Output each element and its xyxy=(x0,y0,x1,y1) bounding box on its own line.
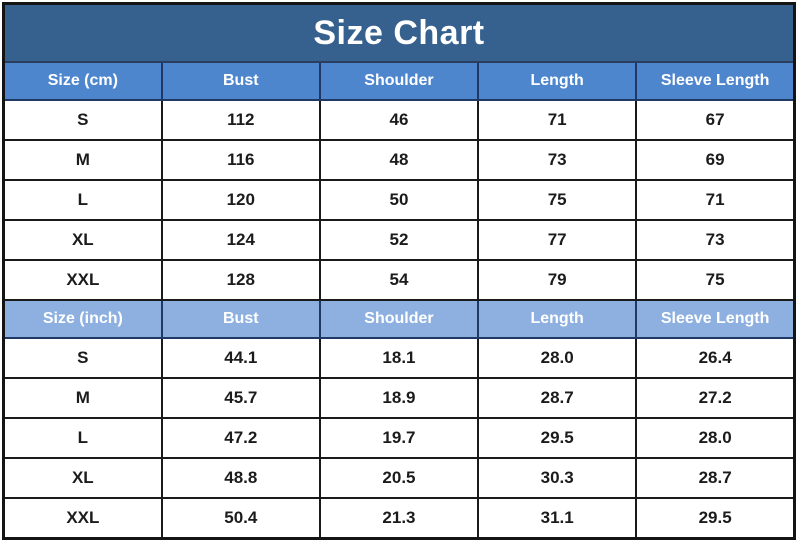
header-row-cm: Size (cm) Bust Shoulder Length Sleeve Le… xyxy=(2,61,796,101)
page-title: Size Chart xyxy=(2,2,796,63)
length-cell: 29.5 xyxy=(477,417,638,459)
shoulder-cell: 21.3 xyxy=(318,497,480,540)
size-cell: S xyxy=(2,337,163,379)
bust-cell: 124 xyxy=(160,219,321,261)
sleeve-length-cell: 28.0 xyxy=(635,417,796,459)
header-cell-bust: Bust xyxy=(160,61,321,101)
size-cell: S xyxy=(2,99,163,141)
size-cell: M xyxy=(2,139,163,181)
size-cell: L xyxy=(2,417,163,459)
sleeve-length-cell: 26.4 xyxy=(635,337,796,379)
shoulder-cell: 46 xyxy=(318,99,480,141)
size-cell: M xyxy=(2,377,163,419)
shoulder-cell: 18.1 xyxy=(318,337,480,379)
sleeve-length-cell: 75 xyxy=(635,259,796,301)
size-cell: XL xyxy=(2,457,163,499)
bust-cell: 120 xyxy=(160,179,321,221)
bust-cell: 116 xyxy=(160,139,321,181)
shoulder-cell: 52 xyxy=(318,219,480,261)
header-cell-shoulder: Shoulder xyxy=(318,299,480,339)
header-cell-shoulder: Shoulder xyxy=(318,61,480,101)
header-cell-length: Length xyxy=(477,299,638,339)
bust-cell: 128 xyxy=(160,259,321,301)
length-cell: 28.7 xyxy=(477,377,638,419)
header-cell-size-cm: Size (cm) xyxy=(2,61,163,101)
header-cell-sleeve-length: Sleeve Length xyxy=(635,61,796,101)
sleeve-length-cell: 67 xyxy=(635,99,796,141)
size-cell: XL xyxy=(2,219,163,261)
sleeve-length-cell: 27.2 xyxy=(635,377,796,419)
sleeve-length-cell: 28.7 xyxy=(635,457,796,499)
table-row-inch-s: S 44.1 18.1 28.0 26.4 xyxy=(2,337,796,379)
size-cell: XXL xyxy=(2,259,163,301)
bust-cell: 112 xyxy=(160,99,321,141)
length-cell: 73 xyxy=(477,139,638,181)
sleeve-length-cell: 71 xyxy=(635,179,796,221)
length-cell: 77 xyxy=(477,219,638,261)
sleeve-length-cell: 73 xyxy=(635,219,796,261)
shoulder-cell: 48 xyxy=(318,139,480,181)
length-cell: 30.3 xyxy=(477,457,638,499)
sleeve-length-cell: 69 xyxy=(635,139,796,181)
table-row-cm-s: S 112 46 71 67 xyxy=(2,99,796,141)
table-row-inch-l: L 47.2 19.7 29.5 28.0 xyxy=(2,417,796,459)
shoulder-cell: 50 xyxy=(318,179,480,221)
header-cell-bust: Bust xyxy=(160,299,321,339)
header-cell-sleeve-length: Sleeve Length xyxy=(635,299,796,339)
table-row-cm-xxl: XXL 128 54 79 75 xyxy=(2,259,796,301)
table-row-inch-xxl: XXL 50.4 21.3 31.1 29.5 xyxy=(2,497,796,540)
length-cell: 75 xyxy=(477,179,638,221)
shoulder-cell: 20.5 xyxy=(318,457,480,499)
table-row-cm-xl: XL 124 52 77 73 xyxy=(2,219,796,261)
length-cell: 71 xyxy=(477,99,638,141)
bust-cell: 50.4 xyxy=(160,497,321,540)
bust-cell: 45.7 xyxy=(160,377,321,419)
header-cell-length: Length xyxy=(477,61,638,101)
shoulder-cell: 54 xyxy=(318,259,480,301)
shoulder-cell: 19.7 xyxy=(318,417,480,459)
size-cell: L xyxy=(2,179,163,221)
length-cell: 28.0 xyxy=(477,337,638,379)
table-row-inch-xl: XL 48.8 20.5 30.3 28.7 xyxy=(2,457,796,499)
length-cell: 79 xyxy=(477,259,638,301)
bust-cell: 44.1 xyxy=(160,337,321,379)
sleeve-length-cell: 29.5 xyxy=(635,497,796,540)
table-row-cm-l: L 120 50 75 71 xyxy=(2,179,796,221)
table-row-inch-m: M 45.7 18.9 28.7 27.2 xyxy=(2,377,796,419)
bust-cell: 48.8 xyxy=(160,457,321,499)
bust-cell: 47.2 xyxy=(160,417,321,459)
size-cell: XXL xyxy=(2,497,163,540)
header-row-inch: Size (inch) Bust Shoulder Length Sleeve … xyxy=(2,299,796,339)
table-row-cm-m: M 116 48 73 69 xyxy=(2,139,796,181)
title-row: Size Chart xyxy=(2,2,796,63)
length-cell: 31.1 xyxy=(477,497,638,540)
header-cell-size-inch: Size (inch) xyxy=(2,299,163,339)
shoulder-cell: 18.9 xyxy=(318,377,480,419)
